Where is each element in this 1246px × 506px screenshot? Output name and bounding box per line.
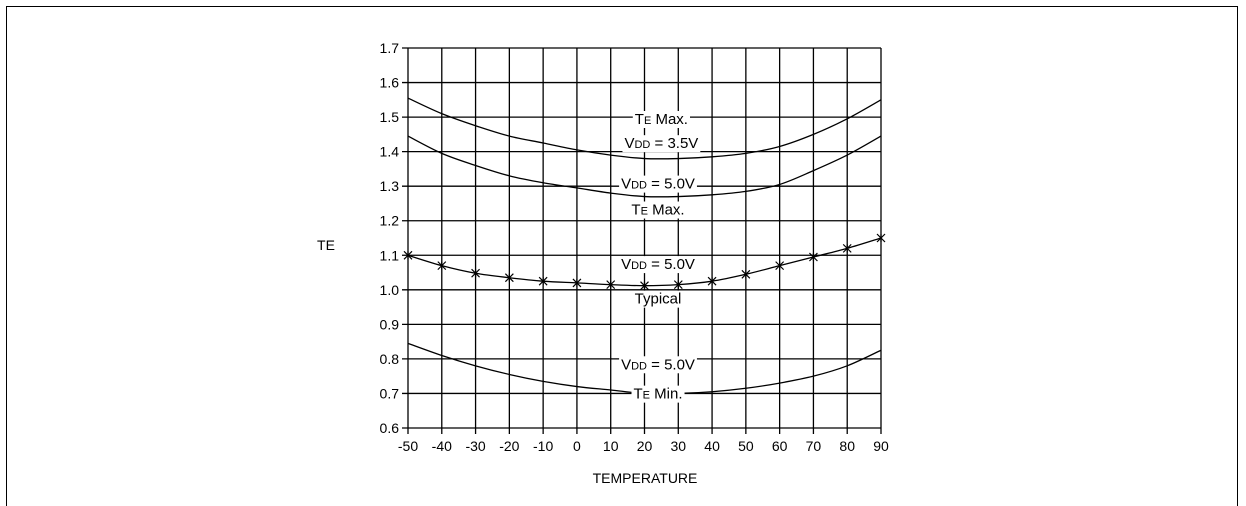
series-marker [707,276,717,286]
annotation-te-min: VDD = 5.0V TE Min. [619,356,697,403]
series-marker [504,273,514,283]
grid [402,47,882,434]
y-tick-label: 0.9 [380,316,400,332]
series-marker [673,280,683,290]
x-tick-label: 10 [603,438,619,454]
x-tick-label: -30 [465,438,485,454]
y-tick-label: 1.4 [380,144,400,160]
annotation-text: VDD = 5.0V [621,256,695,273]
y-tick-label: 1.6 [380,75,400,91]
series-line-0 [407,97,882,160]
x-tick-label: 40 [704,438,720,454]
annotation-text: VDD = 3.5V [624,135,698,152]
x-tick-label: -10 [533,438,553,454]
y-tick-label: 1.2 [380,213,400,229]
figure-frame [6,6,1238,506]
series-marker [809,252,818,262]
annotation-typical: VDD = 5.0V Typical [619,256,697,308]
series-marker [775,261,785,271]
series-lines [403,97,886,395]
series-marker [437,261,447,271]
x-tick-label: 50 [738,438,754,454]
y-tick-label: 1.7 [380,40,400,56]
annotation-text: Typical [635,291,682,308]
series-marker [471,268,480,278]
annotation-text: TE Max. [635,111,688,128]
y-tick-label: 1.0 [380,282,400,298]
x-tick-label: 90 [873,438,889,454]
series-marker [842,243,852,253]
x-tick-label: -20 [499,438,519,454]
y-axis-label: TE [317,237,335,253]
x-axis-label: TEMPERATURE [593,470,698,486]
series-marker [606,280,616,290]
x-tick-label: 80 [839,438,855,454]
annotation-text: VDD = 5.0V [621,176,695,193]
x-tick-label: 70 [806,438,822,454]
tick-labels: -50 -40 -30 -20 -10 0 10 20 30 40 50 60 70 80 90 0.6 0.7… [380,40,889,454]
series-marker [741,269,751,279]
x-tick-label: -40 [432,438,452,454]
y-tick-label: 1.1 [380,247,400,263]
x-tick-label: 20 [637,438,653,454]
y-tick-label: 0.7 [380,385,400,401]
x-tick-label: -50 [398,438,418,454]
annotation-te-max-50: VDD = 5.0V TE Max. [619,175,697,219]
y-tick-label: 0.6 [380,420,400,436]
annotation-text: TE Max. [631,202,684,219]
annotation-text: VDD = 5.0V [621,356,695,373]
series-marker [640,281,649,291]
series-marker [403,250,413,260]
series-line-1 [407,135,882,198]
y-tick-label: 0.8 [380,351,400,367]
x-tick-label: 30 [670,438,686,454]
series-marker [876,233,886,243]
y-tick-label: 1.5 [380,109,400,125]
series-marker [538,276,548,286]
x-tick-label: 0 [573,438,581,454]
y-tick-label: 1.3 [380,178,400,194]
series-marker [572,278,582,288]
x-tick-label: 60 [772,438,788,454]
annotation-text: TE Min. [633,386,682,403]
annotation-te-max-35: TE Max. VDD = 3.5V [622,111,701,153]
